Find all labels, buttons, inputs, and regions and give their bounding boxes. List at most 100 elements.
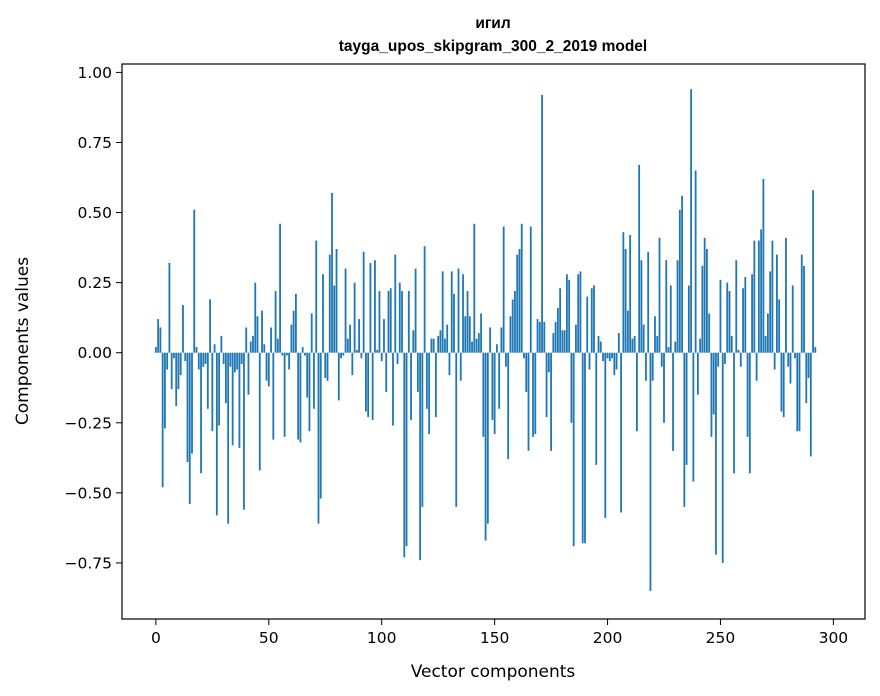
bar-187 [577, 274, 580, 353]
bar-41 [247, 352, 250, 395]
bar-60 [290, 324, 293, 353]
bar-121 [428, 352, 431, 434]
bar-248 [715, 352, 717, 555]
bar-91 [360, 352, 363, 359]
bar-234 [683, 352, 686, 507]
bar-221 [654, 316, 656, 353]
bar-79 [333, 285, 336, 353]
bar-185 [572, 352, 575, 547]
bar-122 [430, 338, 433, 353]
bar-52 [272, 352, 275, 440]
bar-8 [173, 352, 175, 359]
bar-127 [441, 271, 444, 353]
bar-277 [780, 352, 783, 412]
bar-281 [789, 352, 792, 384]
bar-173 [545, 352, 548, 418]
bar-144 [480, 313, 482, 353]
bar-240 [696, 352, 699, 395]
bar-242 [701, 265, 704, 353]
bar-129 [446, 324, 449, 353]
bar-44 [254, 282, 257, 353]
bar-26 [213, 344, 216, 353]
bar-90 [358, 319, 361, 353]
bar-37 [238, 352, 241, 449]
bar-160 [516, 254, 519, 353]
bar-71 [315, 240, 318, 353]
bar-50 [267, 352, 270, 387]
bar-154 [502, 226, 505, 353]
bar-284 [796, 352, 799, 432]
bar-69 [310, 313, 313, 353]
bar-229 [672, 352, 674, 451]
bar-257 [735, 260, 738, 353]
bar-159 [514, 291, 516, 353]
bar-166 [529, 226, 532, 353]
bar-115 [414, 268, 417, 353]
bar-32 [227, 352, 230, 524]
bar-157 [509, 316, 512, 353]
bar-15 [188, 352, 191, 505]
bar-223 [658, 237, 661, 353]
bar-1 [157, 319, 160, 353]
bar-146 [484, 352, 487, 541]
bar-137 [464, 316, 467, 353]
bar-45 [256, 316, 259, 353]
bar-55 [279, 223, 281, 353]
bar-116 [416, 352, 419, 392]
bar-212 [633, 335, 636, 353]
bar-0 [154, 347, 157, 353]
bar-131 [450, 271, 453, 353]
bar-58 [285, 352, 288, 356]
bar-197 [599, 341, 602, 353]
bar-30 [222, 352, 225, 364]
bar-106 [394, 254, 397, 353]
bar-5 [166, 352, 169, 370]
bar-96 [371, 352, 374, 420]
bar-13 [184, 352, 187, 362]
bar-267 [757, 240, 760, 353]
bar-68 [308, 352, 311, 432]
bar-222 [656, 335, 659, 353]
bar-196 [597, 335, 600, 353]
y-tick-label: −0.25 [65, 414, 113, 432]
bar-112 [407, 291, 410, 353]
bar-236 [687, 285, 690, 353]
bar-108 [398, 282, 401, 353]
bar-155 [505, 352, 507, 367]
bar-51 [270, 327, 272, 353]
bar-178 [556, 307, 559, 353]
bar-204 [615, 352, 618, 370]
y-tick-label: 0.00 [77, 344, 112, 362]
bar-244 [706, 249, 708, 353]
bar-253 [726, 282, 729, 353]
bar-16 [191, 352, 193, 454]
bar-9 [175, 352, 178, 406]
bar-82 [340, 352, 342, 359]
bar-80 [335, 249, 338, 353]
bar-249 [717, 352, 720, 367]
bar-67 [306, 352, 309, 398]
bar-128 [444, 338, 446, 353]
bar-36 [236, 352, 239, 370]
bar-43 [252, 335, 254, 353]
bar-202 [611, 352, 613, 359]
bar-11 [179, 352, 182, 376]
bar-27 [215, 352, 218, 516]
bar-149 [491, 352, 494, 420]
bar-95 [369, 263, 372, 353]
bar-199 [604, 352, 607, 519]
bar-210 [629, 234, 632, 353]
bar-266 [755, 352, 758, 381]
bar-46 [258, 352, 261, 471]
bar-209 [626, 310, 629, 353]
y-tick-label: 1.00 [77, 64, 112, 82]
bar-251 [721, 352, 724, 563]
bar-70 [313, 352, 315, 409]
bar-54 [276, 338, 279, 353]
bar-24 [209, 299, 211, 353]
bar-261 [744, 277, 747, 353]
bar-177 [554, 321, 557, 353]
bar-246 [710, 352, 713, 437]
bar-21 [202, 352, 205, 367]
